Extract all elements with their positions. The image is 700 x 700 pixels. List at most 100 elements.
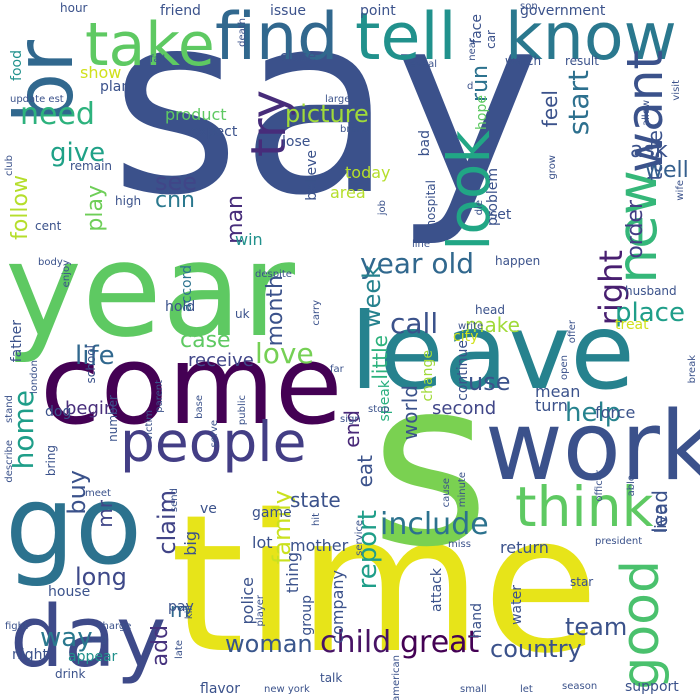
word-say: say [110, 0, 542, 250]
word-state: state [290, 488, 341, 512]
word-water: water [509, 585, 525, 625]
word-woman: woman [225, 630, 313, 658]
word-group: group [299, 595, 315, 636]
word-line: line [412, 239, 431, 250]
word-car: car [484, 30, 498, 49]
word-officer: officer [594, 470, 605, 502]
word-second: second [432, 398, 497, 419]
word-update-est: update est [10, 94, 64, 105]
word-use: use [468, 368, 511, 396]
word-small: small [460, 684, 487, 695]
word-product: product [165, 105, 227, 124]
word-great: great [400, 625, 480, 660]
word-far: far [330, 364, 344, 375]
word-include: include [380, 507, 489, 542]
word-high: high [115, 194, 142, 208]
word-win: win [235, 230, 263, 249]
word-find: find [215, 0, 339, 75]
word-continue: continue [455, 340, 471, 401]
word-stand: stand [4, 395, 15, 423]
word-go: go [5, 461, 143, 589]
word-month: month [263, 275, 288, 347]
word-feel: feel [538, 90, 562, 128]
word-son: son [520, 1, 538, 12]
word-bring: bring [44, 445, 58, 477]
word-serve: serve [209, 420, 220, 448]
word-bag: bag [88, 634, 107, 645]
word-game: game [252, 505, 292, 521]
word-hit: hit [311, 513, 322, 527]
word-late: late [174, 640, 185, 659]
word-result: result [565, 54, 599, 68]
word-brand: brand [340, 124, 370, 135]
word-support: support [625, 679, 679, 695]
word-father: father [9, 320, 25, 363]
word-mother: mother [290, 536, 349, 555]
word-hour: hour [60, 1, 88, 15]
word-sign: sign [340, 414, 361, 425]
word-believe: believe [304, 150, 320, 201]
word-receive: receive [188, 350, 254, 371]
word-hold: hold [165, 299, 196, 315]
word-grow: grow [547, 155, 558, 180]
word-s: s [370, 331, 490, 598]
word-today: today [345, 163, 391, 182]
word-return: return [500, 538, 549, 557]
word-carry: carry [311, 300, 322, 326]
word-area: area [330, 183, 366, 202]
word-player: player [255, 595, 266, 627]
word-hope: hope [474, 95, 490, 130]
word-change: change [420, 350, 436, 402]
word-flavor: flavor [200, 681, 241, 697]
word-close: close [280, 49, 317, 65]
word-m: m [170, 598, 190, 622]
word-drink: drink [55, 667, 86, 681]
word-appear: appear [68, 649, 118, 665]
word-follow: follow [8, 175, 33, 240]
word-cnn: cnn [155, 188, 195, 213]
word-let: let [520, 684, 533, 695]
word-bad: bad [417, 130, 433, 157]
word-die: die [474, 200, 485, 216]
word-new-york: new york [264, 684, 310, 695]
word-turn: turn [535, 396, 568, 415]
word-ve: ve [200, 501, 217, 517]
word-head: head [475, 303, 505, 317]
word-kill: kill [184, 605, 195, 620]
word-large: large [325, 94, 351, 105]
word-order: order [623, 200, 648, 259]
word-child: child [320, 625, 392, 660]
word-call: call [390, 307, 439, 340]
word-pay: pay [168, 599, 194, 615]
word-public: public [237, 395, 248, 426]
word-d: d [467, 81, 474, 92]
word-thing: thing [283, 552, 302, 594]
word-show: show [80, 63, 122, 82]
word-little: little [368, 335, 392, 380]
word-friend: friend [160, 3, 201, 19]
word-week: week [358, 265, 386, 329]
word-near: near [467, 38, 478, 61]
word-picture: picture [285, 100, 369, 128]
word-place: place [615, 298, 685, 328]
word-uk: uk [235, 307, 250, 321]
word-miss: miss [448, 539, 471, 550]
word-begin: begin [65, 398, 116, 419]
word-eat: eat [353, 455, 377, 488]
word-work: work [485, 392, 700, 502]
word-night: night [12, 647, 49, 663]
word-help: help [565, 398, 622, 428]
word-dog: dog [45, 404, 72, 420]
word-force: force [595, 403, 636, 422]
word-life: life [75, 341, 115, 371]
word-able: able [626, 475, 637, 497]
word-attack: attack [429, 568, 445, 612]
word-cause: cause [441, 478, 452, 508]
word-police: police [238, 577, 257, 625]
word-lot: lot [252, 533, 273, 552]
word-london: london [29, 360, 40, 395]
word-tell: tell [355, 0, 457, 75]
word-offer: offer [567, 320, 578, 344]
word-come: come [40, 321, 343, 449]
